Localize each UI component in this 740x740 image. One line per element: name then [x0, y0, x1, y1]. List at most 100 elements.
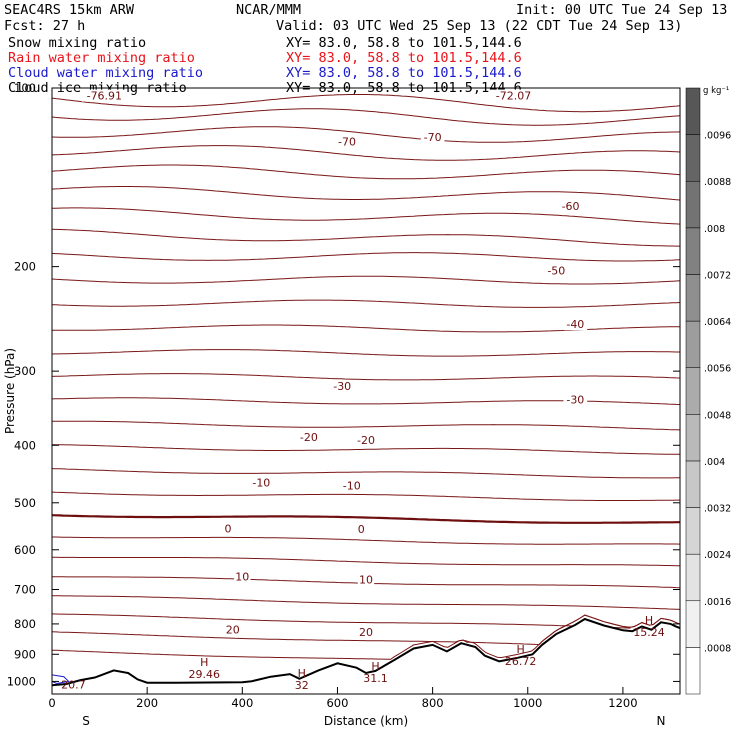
- contour-label: 0: [358, 523, 365, 536]
- contour-line: [52, 536, 680, 545]
- colorbar-bin: [685, 647, 701, 695]
- colorbar-tick-label: .0096: [704, 131, 731, 142]
- contour-line: [52, 207, 680, 225]
- x-tick-label: 800: [422, 696, 444, 710]
- contour-label-bg: [356, 522, 366, 535]
- contour-label: 0: [225, 522, 232, 535]
- field-xy-cloudwater: XY= 83.0, 58.8 to 101.5,144.6: [286, 65, 522, 81]
- terrain-line: [52, 617, 680, 687]
- y-tick-label: 100: [14, 81, 36, 95]
- init-label: Init: 00 UTC Tue 24 Sep 13: [516, 2, 728, 18]
- temperature-contours: [52, 94, 680, 660]
- cloud-water-contour: [52, 674, 70, 684]
- colorbar-tick-label: .0008: [704, 643, 731, 654]
- colorbar-bin: [685, 414, 701, 462]
- contour-line: [52, 613, 631, 629]
- contour-line: [52, 145, 680, 161]
- contour-label: 20: [226, 624, 240, 637]
- contour-label: -70: [424, 131, 442, 144]
- extremum-value: 26.72: [505, 655, 537, 668]
- colorbar-tick-label: .0056: [704, 364, 731, 375]
- contour-label-bg: [563, 318, 588, 331]
- contour-line: [52, 164, 680, 180]
- colorbar-tick-label: .0032: [704, 504, 731, 515]
- colorbar: .0008 .0016 .0024 .0032 .004 .0048 .0056 .0064.…: [685, 86, 731, 695]
- contour-label-bg: [563, 393, 588, 406]
- terrain-fill: [52, 619, 680, 694]
- x-end-label-south: S: [82, 714, 90, 728]
- x-axis-title: Distance (km): [324, 714, 408, 728]
- colorbar-bin: [685, 274, 701, 322]
- org-label: NCAR/MMM: [236, 2, 302, 18]
- colorbar-bin: [685, 367, 701, 415]
- contour-label-bg: [234, 570, 251, 583]
- contour-line: [52, 228, 680, 247]
- x-tick-label: 1200: [608, 696, 637, 710]
- contour-label: 10: [359, 573, 373, 586]
- y-tick-label: 900: [14, 647, 36, 661]
- contour-line: [52, 186, 680, 201]
- contour-line: [52, 108, 680, 126]
- contour-line: [52, 349, 680, 357]
- contour-label: -30: [566, 394, 584, 407]
- colorbar-bin: [685, 507, 701, 555]
- field-name-snow: Snow mixing ratio: [8, 35, 147, 51]
- extremum-value: 32: [295, 679, 309, 692]
- contour-line: [52, 614, 680, 660]
- colorbar-bin: [685, 320, 701, 368]
- contour-label-bg: [339, 479, 364, 492]
- extremum-marker: H: [371, 660, 379, 673]
- contour-label-bg: [224, 623, 241, 636]
- colorbar-tick-label: .0072: [704, 270, 731, 281]
- y-tick-label: 400: [14, 438, 36, 452]
- field-xy-rain: XY= 83.0, 58.8 to 101.5,144.6: [286, 50, 522, 66]
- contour-label: -50: [547, 264, 565, 277]
- plot-frame: [51, 87, 681, 695]
- terrain-layer: [52, 617, 680, 694]
- contour-label: 20: [359, 626, 373, 639]
- contour-line: [52, 373, 680, 381]
- valid-label: Valid: 03 UTC Wed 25 Sep 13 (22 CDT Tue …: [276, 18, 683, 34]
- contour-label: -76.91: [87, 90, 122, 103]
- contour-line: [52, 126, 680, 143]
- colorbar-unit: g kg⁻¹: [703, 86, 729, 96]
- field-name-cloudwater: Cloud water mixing ratio: [8, 65, 204, 81]
- contour-line: [52, 444, 680, 455]
- contour-line: [52, 556, 680, 567]
- x-tick-label: 200: [136, 696, 158, 710]
- contour-line: [52, 595, 680, 610]
- contour-label-bg: [330, 380, 355, 393]
- contour-label-bg: [558, 199, 583, 212]
- model-label: SEAC4RS 15km ARW: [4, 2, 135, 18]
- contour-line: [52, 468, 680, 479]
- colorbar-bin: [685, 553, 701, 602]
- extremum-value: 31.1: [363, 672, 388, 685]
- contour-label-bg: [357, 573, 375, 586]
- extremum-value: 20.7: [61, 678, 86, 691]
- contour-line: [52, 299, 680, 308]
- extremum-marker: H: [645, 614, 653, 627]
- contour-label-bg: [81, 89, 127, 102]
- extremum-marker: H: [516, 643, 524, 656]
- field-name-rain: Rain water mixing ratio: [8, 50, 195, 66]
- contour-line: [52, 514, 680, 524]
- y-axis-title: Pressure (hPa): [3, 348, 17, 434]
- contour-label: -10: [343, 480, 361, 493]
- extremum-marker: H: [298, 667, 306, 680]
- colorbar-bin: [685, 134, 701, 182]
- contour-label: -40: [566, 318, 584, 331]
- y-tick-label: 800: [14, 617, 36, 631]
- contour-line: [52, 420, 680, 431]
- y-tick-label: 700: [14, 583, 36, 597]
- contour-label: -70: [338, 135, 356, 148]
- colorbar-tick-label: .0048: [704, 410, 731, 421]
- field-xy-snow: XY= 83.0, 58.8 to 101.5,144.6: [286, 35, 522, 51]
- contour-label: -30: [333, 380, 351, 393]
- contour-label-bg: [490, 89, 537, 102]
- x-end-label-north: N: [657, 714, 666, 728]
- contour-label: -10: [252, 476, 270, 489]
- contour-label-bg: [297, 430, 321, 443]
- colorbar-tick-label: .0064: [704, 317, 731, 328]
